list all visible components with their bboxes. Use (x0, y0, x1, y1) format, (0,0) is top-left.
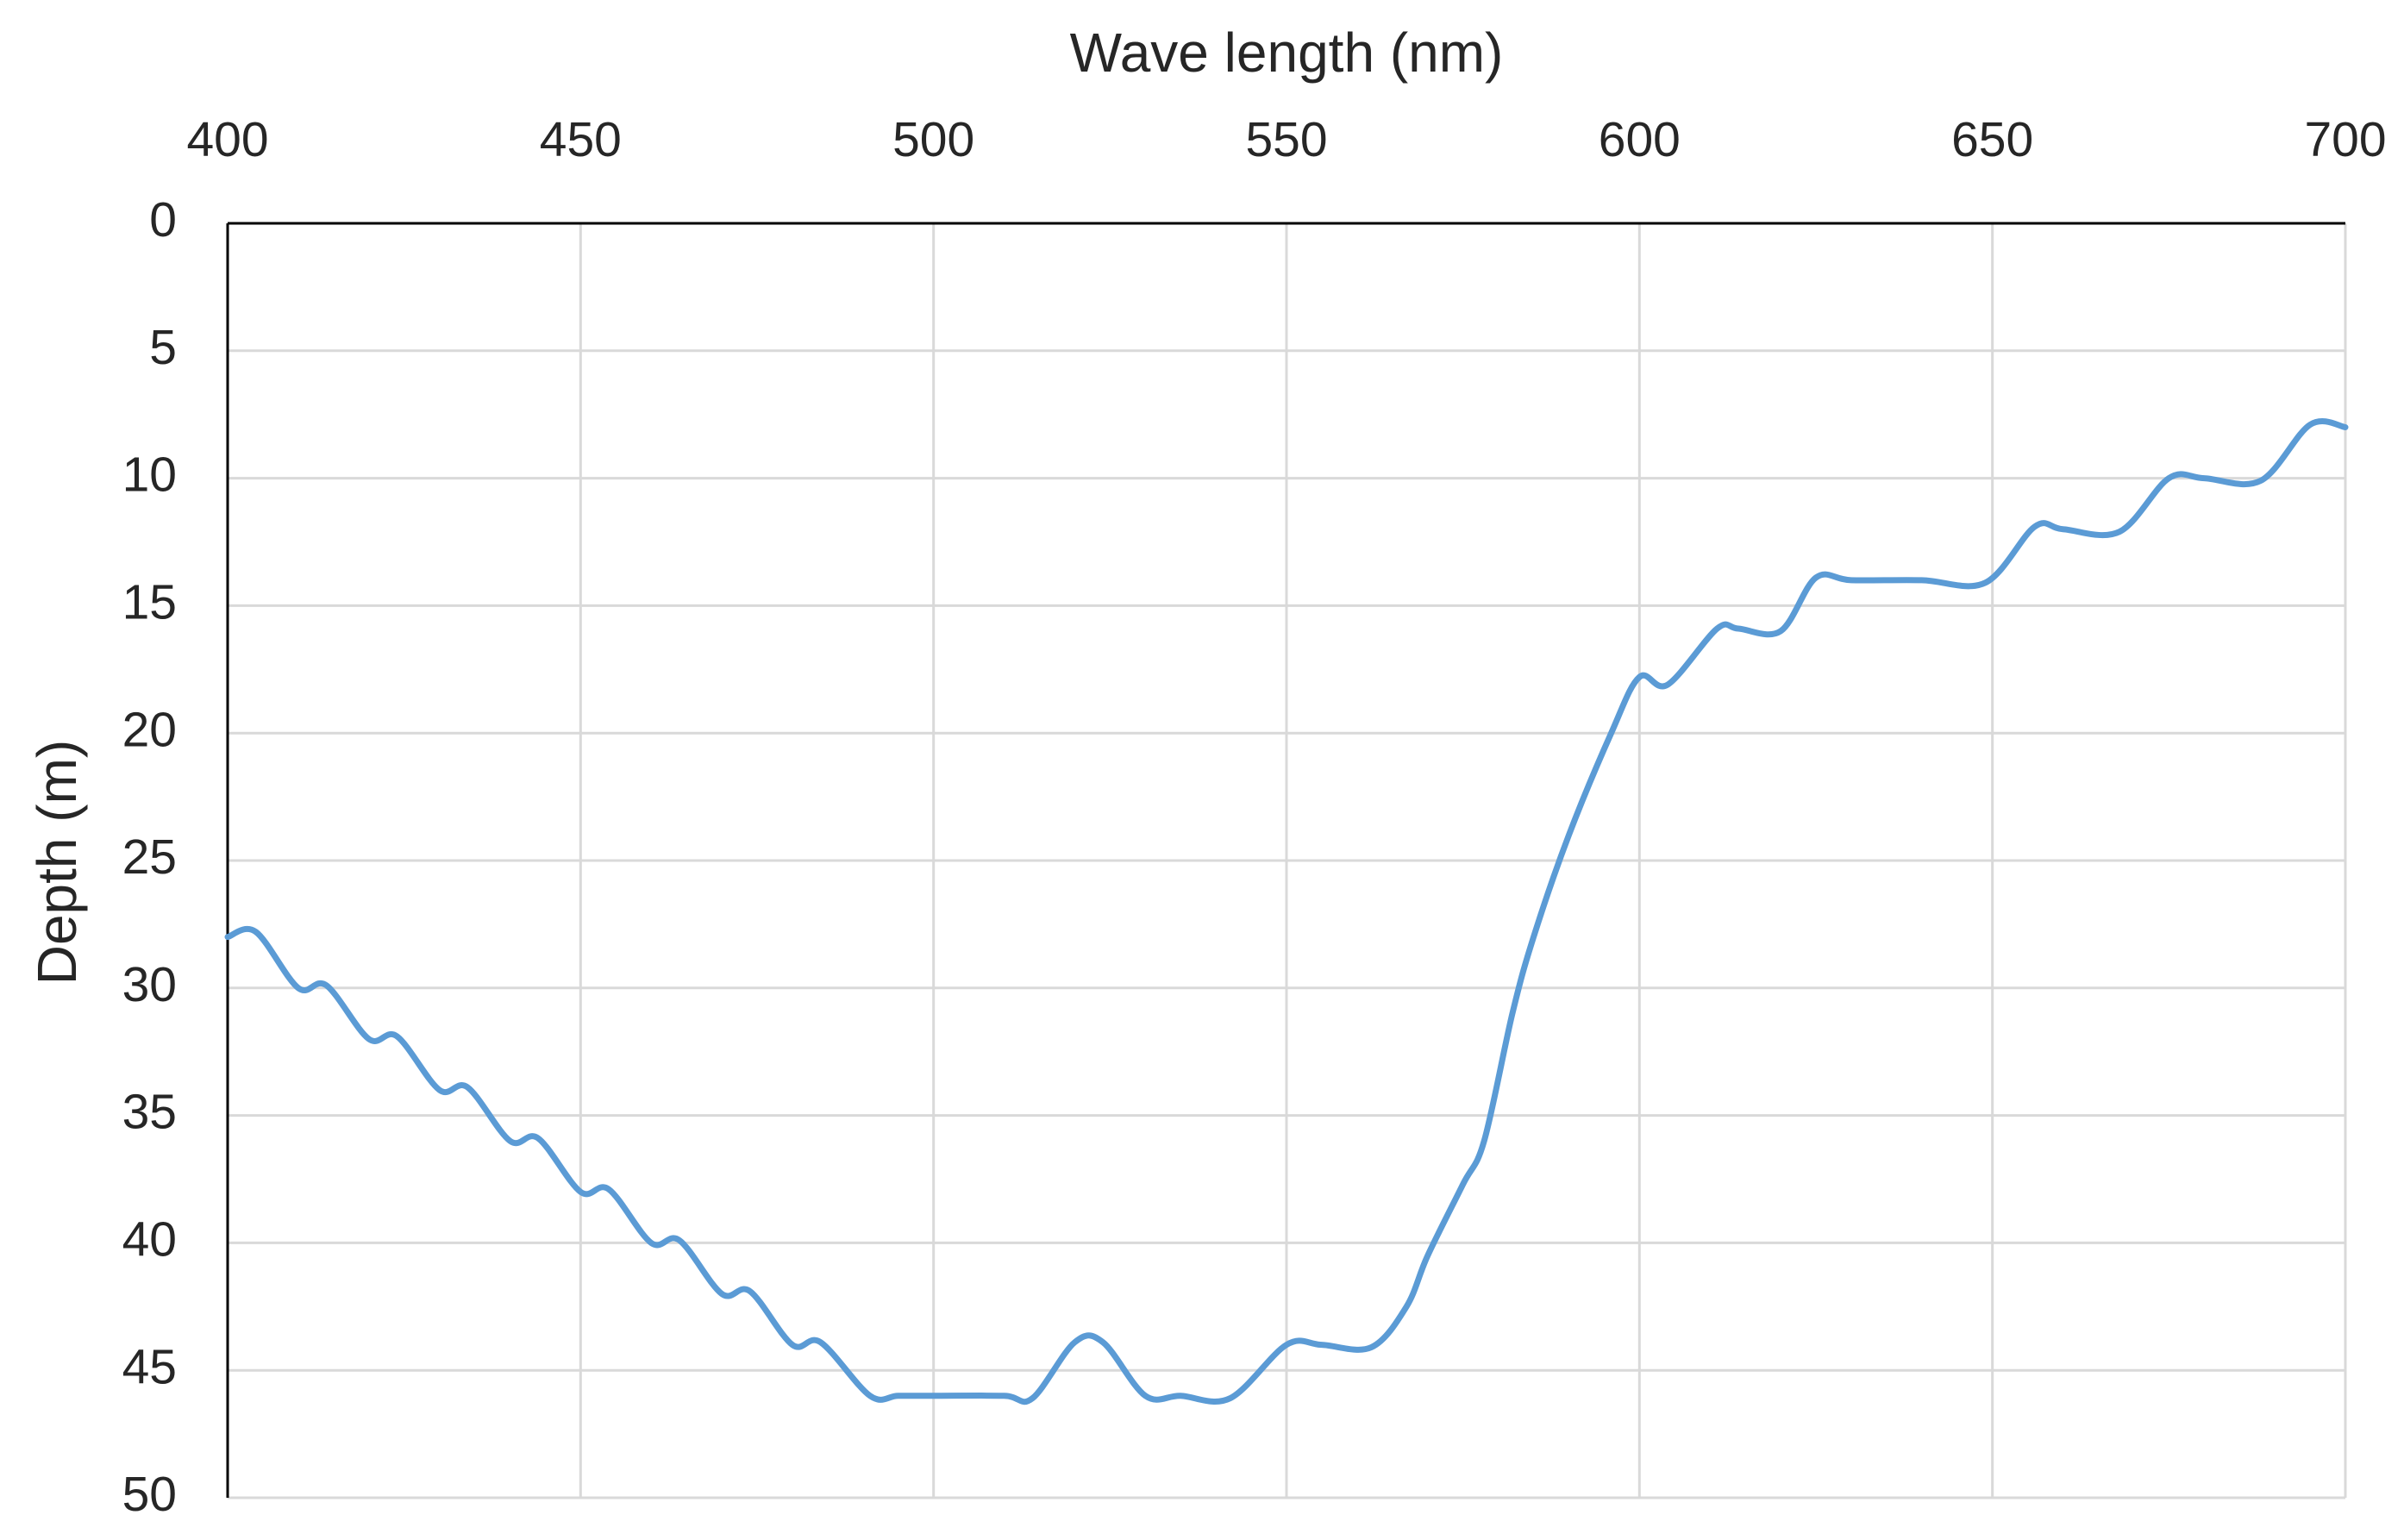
y-tick-label: 30 (122, 957, 177, 1012)
y-tick-label: 35 (122, 1085, 177, 1140)
y-tick-label: 45 (122, 1339, 177, 1394)
x-tick-label: 600 (1599, 112, 1681, 167)
y-tick-label: 0 (149, 192, 177, 247)
y-tick-label: 50 (122, 1467, 177, 1522)
data-line (224, 418, 2349, 1405)
x-tick-label: 550 (1245, 112, 1327, 167)
x-axis-title: Wave length (nm) (1070, 22, 1504, 84)
y-tick-label: 40 (122, 1211, 177, 1267)
y-tick-label: 20 (122, 702, 177, 757)
y-tick-label: 15 (122, 574, 177, 629)
x-tick-label: 500 (892, 112, 974, 167)
x-tick-label: 650 (1951, 112, 2033, 167)
y-axis-title: Depth (m) (26, 740, 88, 986)
x-tick-label: 450 (540, 112, 622, 167)
x-tick-label: 700 (2304, 112, 2386, 167)
y-tick-label: 10 (122, 448, 177, 503)
y-tick-label: 25 (122, 829, 177, 885)
y-tick-label: 5 (149, 320, 177, 375)
x-tick-label: 400 (186, 112, 268, 167)
